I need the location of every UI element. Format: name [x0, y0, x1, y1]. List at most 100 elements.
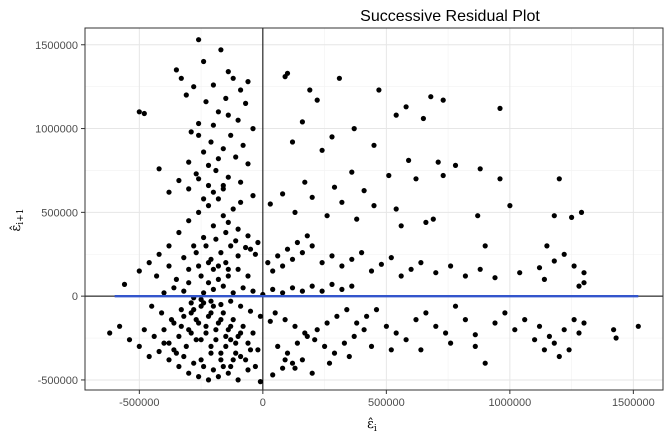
scatter-point — [329, 134, 335, 140]
scatter-point — [393, 330, 399, 336]
scatter-point — [418, 347, 424, 353]
scatter-point — [223, 260, 229, 266]
scatter-point — [314, 327, 320, 333]
scatter-point — [166, 243, 172, 249]
scatter-point — [176, 177, 182, 184]
scatter-point — [218, 350, 224, 356]
scatter-point — [378, 261, 384, 267]
scatter-point — [205, 203, 212, 209]
scatter-point — [166, 263, 172, 269]
scatter-point — [312, 337, 318, 343]
scatter-point — [196, 209, 202, 215]
scatter-point — [443, 330, 449, 336]
scatter-point — [408, 266, 414, 272]
scatter-point — [252, 363, 258, 370]
scatter-point — [331, 184, 338, 190]
scatter-point — [556, 176, 562, 182]
scatter-point — [220, 182, 226, 189]
scatter-point — [344, 307, 350, 313]
scatter-point — [210, 122, 216, 128]
scatter-point — [176, 363, 182, 370]
scatter-point — [307, 87, 313, 93]
scatter-point — [213, 167, 219, 174]
x-tick-label: 1500000 — [612, 397, 655, 409]
scatter-point — [428, 94, 434, 100]
scatter-point — [252, 251, 258, 257]
scatter-point — [368, 343, 375, 349]
scatter-point — [319, 147, 325, 153]
scatter-point — [245, 340, 251, 346]
scatter-point — [376, 87, 382, 93]
x-tick-label: 0 — [260, 397, 266, 409]
scatter-point — [433, 323, 439, 329]
scatter-point — [230, 317, 236, 323]
scatter-point — [240, 323, 246, 329]
scatter-point — [299, 119, 305, 125]
scatter-point — [218, 357, 224, 363]
scatter-point — [319, 288, 325, 294]
scatter-point — [497, 176, 503, 182]
scatter-point — [243, 100, 249, 106]
scatter-point — [420, 115, 426, 122]
scatter-point — [176, 229, 182, 236]
scatter-point — [220, 146, 226, 152]
scatter-point — [149, 303, 155, 309]
scatter-point — [156, 166, 162, 172]
scatter-point — [171, 285, 177, 291]
scatter-point — [191, 360, 197, 366]
scatter-point — [270, 268, 276, 274]
scatter-point — [156, 348, 162, 355]
scatter-point — [250, 193, 256, 199]
scatter-point — [275, 253, 281, 259]
scatter-point — [270, 286, 276, 292]
scatter-point — [267, 318, 273, 324]
scatter-point — [302, 179, 308, 185]
scatter-point — [213, 236, 219, 242]
scatter-point — [613, 335, 619, 341]
scatter-point — [225, 266, 231, 272]
scatter-point — [225, 273, 231, 279]
scatter-point — [566, 347, 572, 353]
scatter-point — [218, 250, 224, 256]
scatter-point — [581, 320, 587, 326]
scatter-point — [435, 159, 441, 165]
scatter-point — [247, 246, 254, 252]
scatter-point — [322, 343, 328, 349]
scatter-point — [136, 268, 142, 274]
scatter-point — [183, 343, 189, 349]
scatter-point — [309, 243, 315, 249]
scatter-point — [166, 357, 172, 363]
y-tick-label: -500000 — [38, 375, 78, 387]
scatter-point — [220, 310, 226, 316]
scatter-point — [280, 263, 286, 269]
scatter-point — [196, 132, 202, 138]
scatter-point — [284, 350, 291, 356]
scatter-point — [136, 109, 142, 115]
scatter-point — [161, 340, 167, 346]
scatter-point — [230, 206, 236, 212]
scatter-point — [339, 199, 345, 205]
scatter-point — [544, 243, 550, 249]
scatter-point — [326, 360, 333, 366]
scatter-point — [280, 365, 286, 371]
scatter-point — [201, 58, 207, 65]
scatter-point — [507, 203, 513, 209]
scatter-point — [336, 75, 342, 81]
scatter-point — [210, 189, 216, 195]
scatter-point — [270, 372, 276, 378]
scatter-point — [398, 273, 404, 279]
scatter-point — [571, 263, 577, 269]
scatter-point — [512, 327, 518, 333]
scatter-point — [250, 288, 256, 294]
scatter-point — [223, 229, 229, 236]
scatter-point — [210, 266, 216, 272]
scatter-point — [243, 244, 249, 251]
scatter-point — [289, 256, 296, 262]
scatter-point — [203, 330, 209, 336]
scatter-point — [294, 340, 300, 346]
scatter-point — [349, 283, 355, 289]
scatter-point — [233, 154, 239, 160]
scatter-point — [257, 379, 263, 385]
scatter-point — [403, 104, 409, 110]
